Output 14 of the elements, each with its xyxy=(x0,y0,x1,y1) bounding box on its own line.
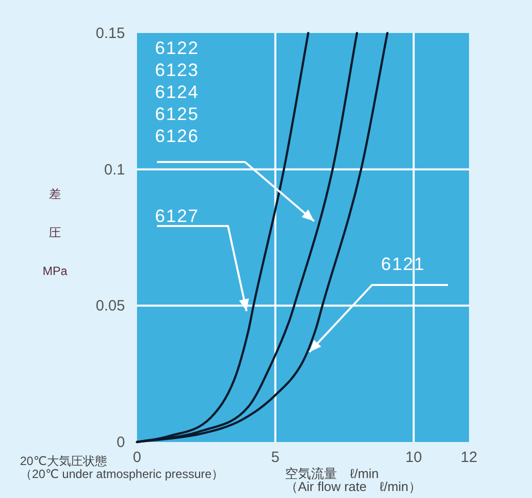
y-tick-label: 0.15 xyxy=(96,25,125,42)
text: 20℃大気圧状態 xyxy=(20,454,107,468)
x-tick-label: 10 xyxy=(405,449,422,466)
text: （20℃ under atmospheric pressure） xyxy=(20,467,224,481)
text: 差圧MPa xyxy=(42,187,68,278)
annotation: 6122 6123 6124 6125 6126 xyxy=(155,38,200,146)
x-tick-label: 0 xyxy=(132,449,142,466)
x-tick-label: 12 xyxy=(460,449,478,466)
annotation: 6127 xyxy=(155,206,200,226)
x-tick-label: 5 xyxy=(271,449,280,466)
y-tick-label: 0.1 xyxy=(104,161,125,178)
y-tick-label: 0 xyxy=(116,434,125,451)
x-axis-title: 空気流量 ℓ/min （Air flow rate ℓ/min） xyxy=(285,466,422,494)
y-tick-label: 0.05 xyxy=(96,298,125,315)
